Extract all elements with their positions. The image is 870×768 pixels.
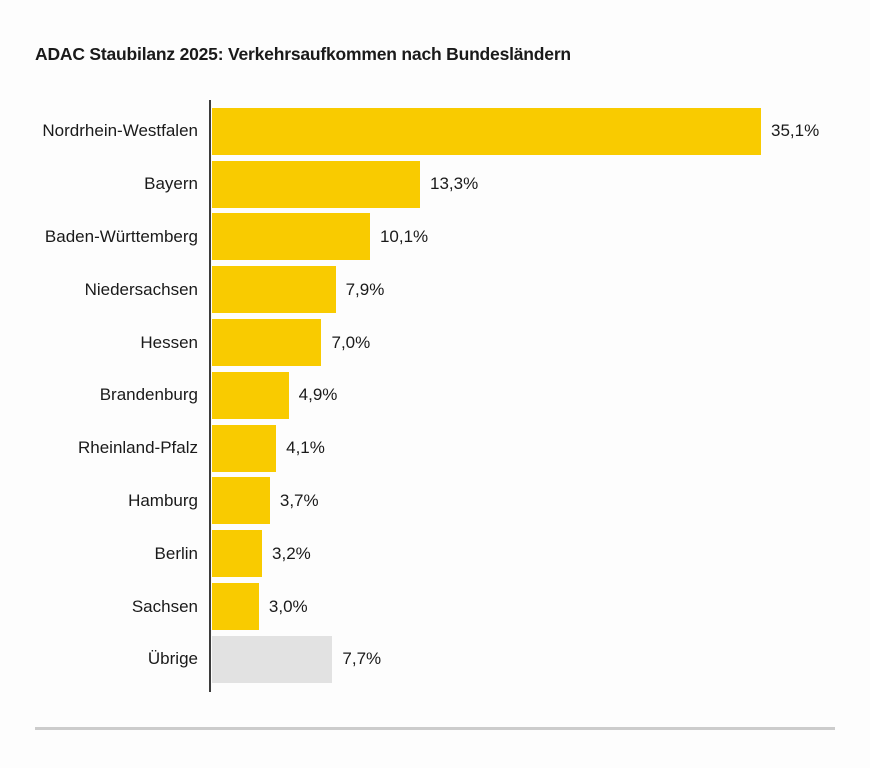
- value-label: 3,0%: [268, 596, 308, 616]
- value-label: 4,9%: [298, 385, 338, 405]
- chart-row: Berlin 3,2%: [0, 527, 870, 580]
- category-label: Sachsen: [131, 596, 198, 616]
- bar: [212, 583, 259, 631]
- chart-row: Nordrhein-Westfalen 35,1%: [0, 105, 870, 158]
- bar: [212, 319, 322, 367]
- chart-row: Rheinland-Pfalz 4,1%: [0, 422, 870, 475]
- chart-row: Bayern 13,3%: [0, 158, 870, 211]
- category-label: Berlin: [154, 543, 198, 563]
- category-label: Nordrhein-Westfalen: [42, 121, 198, 141]
- chart-row: Hamburg 3,7%: [0, 475, 870, 528]
- chart-row: Niedersachsen 7,9%: [0, 263, 870, 316]
- value-label: 7,7%: [342, 649, 382, 669]
- category-label: Brandenburg: [99, 385, 198, 405]
- bar-muted: [212, 635, 333, 683]
- value-label: 3,7%: [279, 490, 319, 510]
- value-label: 13,3%: [430, 174, 479, 194]
- bar: [212, 477, 270, 525]
- category-label: Hessen: [140, 332, 198, 352]
- value-label: 4,1%: [286, 438, 325, 458]
- chart-row: Sachsen 3,0%: [0, 580, 870, 633]
- value-label: 7,0%: [331, 332, 371, 352]
- bar: [212, 424, 277, 472]
- category-label: Baden-Württemberg: [44, 226, 198, 246]
- category-label: Niedersachsen: [84, 279, 198, 299]
- value-label: 10,1%: [379, 226, 429, 246]
- y-axis-line: [209, 100, 211, 692]
- chart-row: Hessen 7,0%: [0, 316, 870, 369]
- category-label: Hamburg: [128, 490, 198, 510]
- bar: [212, 530, 263, 578]
- chart-row: Baden-Württemberg 10,1%: [0, 211, 870, 264]
- bar-chart: Nordrhein-Westfalen 35,1% Bayern 13,3% Baden…: [0, 105, 870, 686]
- bar: [212, 371, 289, 419]
- bar: [212, 266, 336, 314]
- chart-row: Übrige 7,7%: [0, 633, 870, 686]
- value-label: 35,1%: [771, 121, 820, 141]
- footer-divider: [35, 727, 835, 730]
- category-label: Rheinland-Pfalz: [77, 438, 198, 458]
- bar: [212, 107, 761, 155]
- category-label: Bayern: [144, 174, 198, 194]
- chart-title: ADAC Staubilanz 2025: Verkehrsaufkommen …: [35, 44, 571, 64]
- bar: [212, 160, 421, 208]
- chart-row: Brandenburg 4,9%: [0, 369, 870, 422]
- value-label: 3,2%: [272, 543, 311, 563]
- category-label: Übrige: [147, 649, 198, 669]
- bar: [212, 213, 370, 261]
- value-label: 7,9%: [345, 279, 385, 299]
